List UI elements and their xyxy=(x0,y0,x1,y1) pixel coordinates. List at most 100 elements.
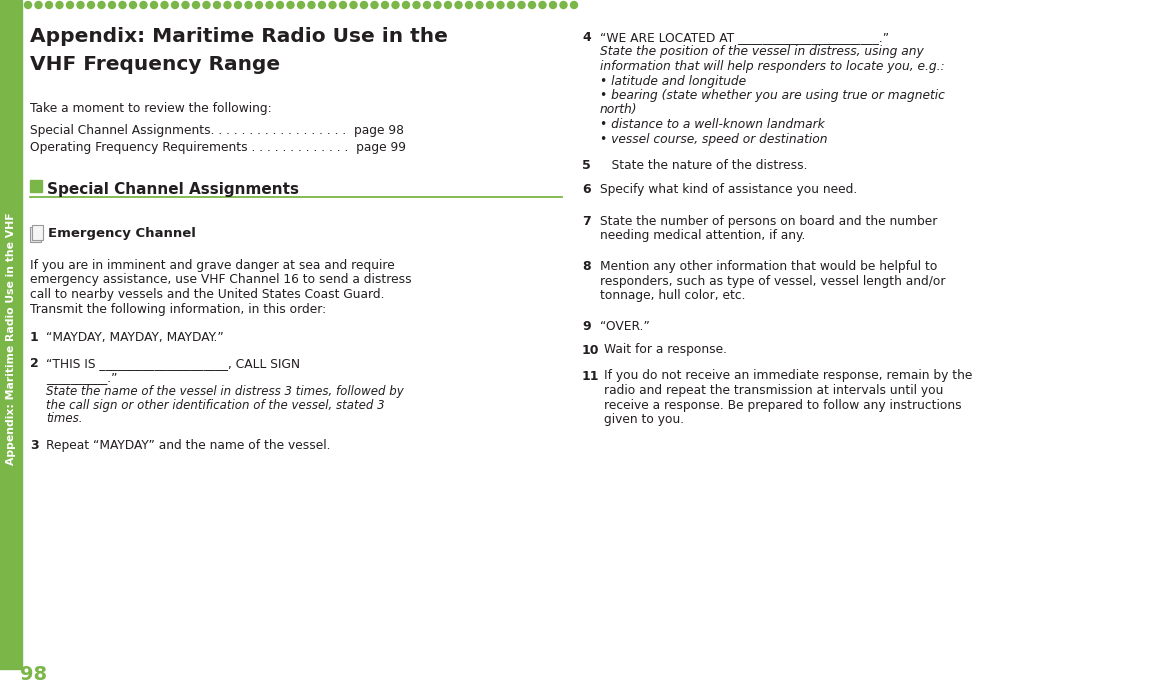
Circle shape xyxy=(550,1,557,8)
Circle shape xyxy=(497,1,504,8)
Circle shape xyxy=(507,1,514,8)
Text: radio and repeat the transmission at intervals until you: radio and repeat the transmission at int… xyxy=(604,384,944,397)
Text: emergency assistance, use VHF Channel 16 to send a distress: emergency assistance, use VHF Channel 16… xyxy=(30,273,411,287)
Circle shape xyxy=(434,1,441,8)
Text: __________.”: __________.” xyxy=(46,371,117,384)
Circle shape xyxy=(528,1,535,8)
Circle shape xyxy=(560,1,567,8)
FancyBboxPatch shape xyxy=(30,227,41,242)
Circle shape xyxy=(476,1,483,8)
Text: receive a response. Be prepared to follow any instructions: receive a response. Be prepared to follo… xyxy=(604,398,961,412)
Circle shape xyxy=(213,1,220,8)
Circle shape xyxy=(393,1,400,8)
Text: “OVER.”: “OVER.” xyxy=(600,319,650,333)
Text: tonnage, hull color, etc.: tonnage, hull color, etc. xyxy=(600,289,746,302)
Text: Mention any other information that would be helpful to: Mention any other information that would… xyxy=(600,260,937,273)
Circle shape xyxy=(56,1,63,8)
Circle shape xyxy=(98,1,105,8)
Bar xyxy=(30,180,42,192)
Text: Special Channel Assignments. . . . . . . . . . . . . . . . . .  page 98: Special Channel Assignments. . . . . . .… xyxy=(30,124,404,137)
Circle shape xyxy=(455,1,462,8)
Circle shape xyxy=(339,1,346,8)
Text: “MAYDAY, MAYDAY, MAYDAY.”: “MAYDAY, MAYDAY, MAYDAY.” xyxy=(46,331,223,344)
Circle shape xyxy=(298,1,305,8)
Circle shape xyxy=(371,1,378,8)
Text: Transmit the following information, in this order:: Transmit the following information, in t… xyxy=(30,303,327,315)
Text: 4: 4 xyxy=(582,31,591,44)
Text: 3: 3 xyxy=(30,439,38,452)
Circle shape xyxy=(350,1,357,8)
Circle shape xyxy=(130,1,137,8)
Circle shape xyxy=(381,1,388,8)
Bar xyxy=(0,0,22,669)
Circle shape xyxy=(235,1,242,8)
Text: Special Channel Assignments: Special Channel Assignments xyxy=(47,182,299,197)
Text: 6: 6 xyxy=(582,183,591,196)
Text: Appendix: Maritime Radio Use in the: Appendix: Maritime Radio Use in the xyxy=(30,27,448,46)
Circle shape xyxy=(287,1,294,8)
Circle shape xyxy=(223,1,230,8)
Circle shape xyxy=(171,1,178,8)
Text: • vessel course, speed or destination: • vessel course, speed or destination xyxy=(600,133,828,145)
Text: 8: 8 xyxy=(582,260,591,273)
Text: responders, such as type of vessel, vessel length and/or: responders, such as type of vessel, vess… xyxy=(600,275,945,287)
Circle shape xyxy=(571,1,578,8)
Circle shape xyxy=(109,1,116,8)
Text: 9: 9 xyxy=(582,319,591,333)
Circle shape xyxy=(88,1,95,8)
Circle shape xyxy=(466,1,472,8)
Circle shape xyxy=(403,1,410,8)
Circle shape xyxy=(76,1,85,8)
Circle shape xyxy=(518,1,525,8)
Circle shape xyxy=(318,1,325,8)
Text: Repeat “MAYDAY” and the name of the vessel.: Repeat “MAYDAY” and the name of the vess… xyxy=(46,439,330,452)
Text: needing medical attention, if any.: needing medical attention, if any. xyxy=(600,229,805,243)
Text: times.: times. xyxy=(46,412,82,425)
Circle shape xyxy=(140,1,147,8)
Text: State the number of persons on board and the number: State the number of persons on board and… xyxy=(600,215,937,228)
Text: • bearing (state whether you are using true or magnetic: • bearing (state whether you are using t… xyxy=(600,89,945,102)
Text: 2: 2 xyxy=(30,357,38,370)
FancyBboxPatch shape xyxy=(32,225,43,240)
Text: 10: 10 xyxy=(582,343,600,356)
Circle shape xyxy=(66,1,73,8)
Circle shape xyxy=(256,1,263,8)
Circle shape xyxy=(266,1,273,8)
Circle shape xyxy=(413,1,420,8)
Text: “THIS IS _____________________, CALL SIGN: “THIS IS _____________________, CALL SIG… xyxy=(46,357,300,370)
Text: north): north) xyxy=(600,103,638,117)
Text: 7: 7 xyxy=(582,215,591,228)
Text: State the nature of the distress.: State the nature of the distress. xyxy=(600,159,807,172)
Text: 1: 1 xyxy=(30,331,38,344)
Circle shape xyxy=(277,1,284,8)
Text: Operating Frequency Requirements . . . . . . . . . . . . .  page 99: Operating Frequency Requirements . . . .… xyxy=(30,141,406,154)
Text: Take a moment to review the following:: Take a moment to review the following: xyxy=(30,102,272,115)
Text: call to nearby vessels and the United States Coast Guard.: call to nearby vessels and the United St… xyxy=(30,288,384,301)
Text: Appendix: Maritime Radio Use in the VHF: Appendix: Maritime Radio Use in the VHF xyxy=(6,212,16,466)
Circle shape xyxy=(45,1,52,8)
Text: “WE ARE LOCATED AT _______________________.”: “WE ARE LOCATED AT _____________________… xyxy=(600,31,889,44)
Text: If you are in imminent and grave danger at sea and require: If you are in imminent and grave danger … xyxy=(30,259,395,272)
Circle shape xyxy=(538,1,547,8)
Circle shape xyxy=(424,1,431,8)
Text: 98: 98 xyxy=(20,665,47,684)
Text: State the position of the vessel in distress, using any: State the position of the vessel in dist… xyxy=(600,45,924,59)
Circle shape xyxy=(308,1,315,8)
Text: Specify what kind of assistance you need.: Specify what kind of assistance you need… xyxy=(600,183,857,196)
Text: given to you.: given to you. xyxy=(604,413,684,426)
Text: the call sign or other identification of the vessel, stated 3: the call sign or other identification of… xyxy=(46,398,384,412)
Text: • distance to a well-known landmark: • distance to a well-known landmark xyxy=(600,118,824,131)
Text: information that will help responders to locate you, e.g.:: information that will help responders to… xyxy=(600,60,945,73)
Text: If you do not receive an immediate response, remain by the: If you do not receive an immediate respo… xyxy=(604,370,973,382)
Circle shape xyxy=(360,1,367,8)
Text: 5: 5 xyxy=(582,159,591,172)
Circle shape xyxy=(445,1,452,8)
Circle shape xyxy=(203,1,210,8)
Circle shape xyxy=(35,1,42,8)
Circle shape xyxy=(245,1,252,8)
Circle shape xyxy=(329,1,336,8)
Text: Wait for a response.: Wait for a response. xyxy=(604,343,727,356)
Text: 11: 11 xyxy=(582,370,600,382)
Circle shape xyxy=(182,1,189,8)
Text: Emergency Channel: Emergency Channel xyxy=(47,227,196,240)
